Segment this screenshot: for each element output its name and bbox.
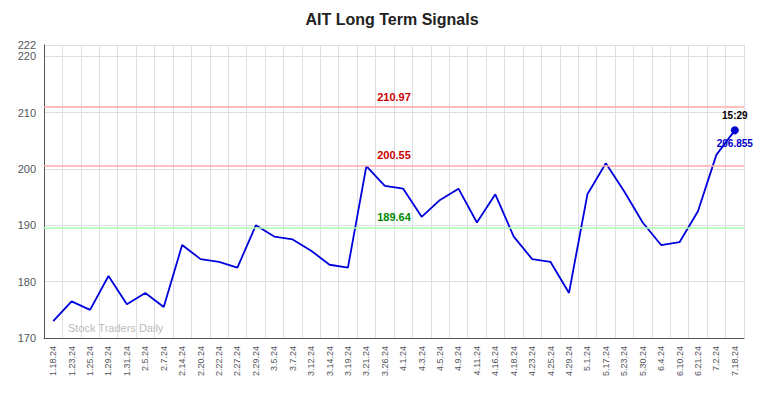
svg-text:200: 200 <box>18 163 36 175</box>
svg-text:222: 222 <box>18 39 36 51</box>
svg-text:2.7.24: 2.7.24 <box>159 346 169 371</box>
svg-text:7.2.24: 7.2.24 <box>711 346 721 371</box>
svg-text:4.16.24: 4.16.24 <box>490 346 500 376</box>
svg-text:190: 190 <box>18 219 36 231</box>
svg-text:6.10.24: 6.10.24 <box>675 346 685 376</box>
svg-text:4.23.24: 4.23.24 <box>527 346 537 376</box>
svg-text:4.3.24: 4.3.24 <box>417 346 427 371</box>
svg-text:2.22.24: 2.22.24 <box>214 346 224 376</box>
svg-text:AIT Long Term Signals: AIT Long Term Signals <box>305 11 478 28</box>
svg-text:3.5.24: 3.5.24 <box>269 346 279 371</box>
svg-text:1.18.24: 1.18.24 <box>48 346 58 376</box>
svg-text:4.25.24: 4.25.24 <box>546 346 556 376</box>
svg-text:170: 170 <box>18 332 36 344</box>
svg-text:180: 180 <box>18 276 36 288</box>
svg-text:2.27.24: 2.27.24 <box>232 346 242 376</box>
svg-text:3.7.24: 3.7.24 <box>288 346 298 371</box>
svg-text:220: 220 <box>18 50 36 62</box>
svg-text:6.21.24: 6.21.24 <box>693 346 703 376</box>
svg-text:5.17.24: 5.17.24 <box>601 346 611 376</box>
svg-text:189.64: 189.64 <box>377 211 412 223</box>
svg-text:4.5.24: 4.5.24 <box>435 346 445 371</box>
svg-text:5.1.24: 5.1.24 <box>582 346 592 371</box>
svg-text:15:29: 15:29 <box>722 110 748 121</box>
svg-text:5.30.24: 5.30.24 <box>638 346 648 376</box>
svg-text:210: 210 <box>18 107 36 119</box>
svg-text:3.12.24: 3.12.24 <box>306 346 316 376</box>
svg-text:5.23.24: 5.23.24 <box>619 346 629 376</box>
svg-text:200.55: 200.55 <box>377 149 411 161</box>
svg-text:7.18.24: 7.18.24 <box>730 346 740 376</box>
svg-text:2.29.24: 2.29.24 <box>251 346 261 376</box>
svg-text:1.31.24: 1.31.24 <box>122 346 132 376</box>
svg-text:1.25.24: 1.25.24 <box>85 346 95 376</box>
svg-text:206.855: 206.855 <box>717 138 754 149</box>
svg-text:4.1.24: 4.1.24 <box>398 346 408 371</box>
svg-text:3.21.24: 3.21.24 <box>361 346 371 376</box>
svg-text:6.4.24: 6.4.24 <box>656 346 666 371</box>
svg-text:2.20.24: 2.20.24 <box>196 346 206 376</box>
svg-text:3.26.24: 3.26.24 <box>380 346 390 376</box>
svg-text:Stock Traders Daily: Stock Traders Daily <box>68 322 164 334</box>
svg-text:4.18.24: 4.18.24 <box>509 346 519 376</box>
svg-text:3.19.24: 3.19.24 <box>343 346 353 376</box>
svg-text:4.11.24: 4.11.24 <box>472 346 482 375</box>
svg-text:2.5.24: 2.5.24 <box>140 346 150 371</box>
svg-text:4.29.24: 4.29.24 <box>564 346 574 376</box>
svg-text:210.97: 210.97 <box>377 91 411 103</box>
svg-text:4.9.24: 4.9.24 <box>453 346 463 371</box>
svg-text:1.29.24: 1.29.24 <box>103 346 113 376</box>
svg-text:2.14.24: 2.14.24 <box>177 346 187 376</box>
svg-text:1.23.24: 1.23.24 <box>67 346 77 376</box>
svg-text:3.14.24: 3.14.24 <box>325 346 335 376</box>
